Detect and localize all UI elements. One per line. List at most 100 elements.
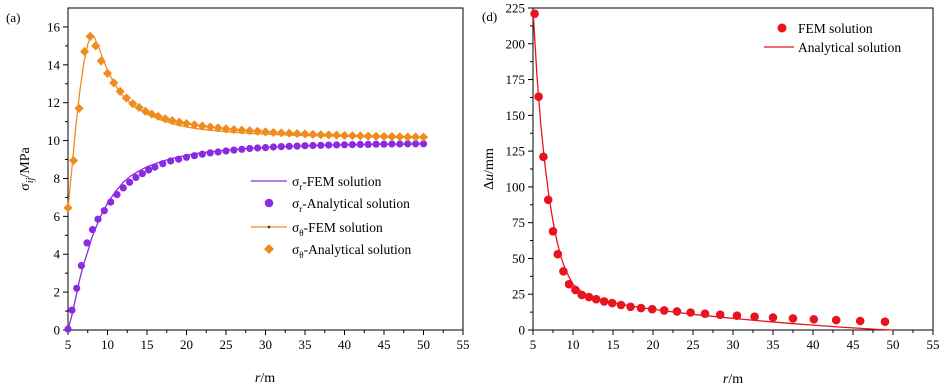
panel-a-series-1-point	[100, 207, 108, 215]
panel-d-series-0-point	[715, 310, 725, 320]
panel-d-series-0-point	[564, 279, 574, 289]
panel-a-series-1-point	[175, 155, 183, 163]
panel-a-series-3-point	[85, 31, 95, 42]
legend-fem: FEM solution	[798, 21, 873, 36]
legend-sigma-theta-analytical: σθ-Analytical solution	[292, 242, 411, 260]
panel-a-series-1-point	[214, 148, 222, 156]
panel-a-series-1-point	[404, 140, 412, 148]
panel-d-series-0-point	[543, 195, 553, 205]
panel-a-series-1-point	[64, 325, 72, 333]
panel-a-y-label: σij/MPa	[18, 146, 36, 190]
panel-a-series-3-point	[189, 120, 199, 130]
panel-a-series-1-point	[159, 160, 167, 168]
panel-d-series-0-point	[591, 294, 601, 304]
panel-a-series-3-point	[63, 203, 73, 213]
panel-a-series-1-point	[317, 141, 325, 149]
panel-a-series-1-point	[198, 150, 206, 158]
panel-a-x-label: r/m	[255, 371, 275, 386]
panel-a-series-1-point	[309, 141, 317, 150]
panel-d-y-tick-label: 25	[512, 287, 525, 302]
panel-a-series-3-point	[205, 122, 215, 132]
panel-a-x-tick-label: 5	[65, 337, 72, 352]
panel-d-series-0-point	[768, 313, 778, 322]
panel-a-series-1-point	[68, 306, 76, 314]
panel-a-series-3-point	[253, 126, 263, 136]
panel-d-series-0-point	[571, 285, 580, 295]
panel-a-series-3-point	[300, 129, 310, 139]
panel-a-series-3-point	[324, 130, 334, 140]
panel-a-series-3-point	[237, 125, 247, 135]
panel-a-series-3-point	[284, 128, 294, 138]
panel-a-series-1-point	[419, 140, 428, 148]
panel-a-x-tick-label: 10	[101, 337, 114, 352]
panel-a-label: (a)	[6, 10, 20, 25]
panel-a-series-1-point	[380, 140, 388, 148]
panel-d-x-tick-label: 15	[607, 337, 620, 352]
panel-a-series-1-point	[77, 262, 85, 270]
panel-d-x-label: r/m	[723, 372, 743, 387]
panel-a-series-1-point	[412, 140, 420, 148]
legend-sigma-r-analytical: σr-Analytical solution	[292, 196, 410, 214]
panel-a-series-1-point	[301, 142, 309, 150]
panel-a-plot-area	[63, 31, 429, 333]
panel-a-series-3-point	[102, 68, 113, 78]
panel-a-series-1-point	[138, 170, 146, 178]
panel-a-x-tick-label: 30	[259, 337, 272, 352]
panel-a-y-tick-label: 14	[47, 57, 61, 72]
panel-a-series-1-point	[285, 142, 293, 150]
panel-a-series-1-point	[325, 141, 333, 149]
panel-a-series-3-point	[134, 102, 144, 113]
panel-d-series-0-point	[686, 308, 695, 317]
panel-d-series-0-point	[584, 292, 594, 302]
panel-a-x-tick-label: 25	[220, 337, 233, 352]
panel-a-series-3-point	[332, 130, 342, 140]
panel-a-x-tick-label: 50	[417, 337, 430, 352]
panel-a-series-3-point	[260, 127, 271, 137]
panel-a-y-tick-label: 16	[47, 19, 61, 34]
panel-d-y-tick-label: 125	[506, 144, 526, 159]
panel-d-y-tick-label: 225	[506, 1, 526, 16]
panel-d-series-0-point	[672, 307, 682, 316]
panel-d-series-0-point	[788, 314, 798, 323]
panel-a-series-3-point	[68, 155, 79, 166]
panel-d-displacement: (d) 5 10 15 20 25 30 35 40 45 50 55 0 25 50 75 100 125 1…	[482, 1, 940, 388]
panel-a-series-1-point	[151, 163, 159, 171]
panel-d-y-tick-label: 100	[506, 179, 526, 194]
panel-a-series-1-point	[182, 153, 191, 161]
panel-d-y-tick-label: 150	[506, 108, 526, 123]
panel-a-series-3-point	[153, 111, 163, 121]
panel-a-y-tick-label: 0	[54, 323, 61, 338]
panel-a-x-tick-label: 45	[378, 337, 391, 352]
panel-a-y-tick-label: 4	[54, 247, 61, 262]
panel-d-plot-area	[530, 9, 894, 331]
panel-a-series-1-point	[396, 140, 404, 148]
panel-a-y-tick-label: 12	[47, 95, 60, 110]
panel-a-legend: σr-FEM solution σr-Analytical solution σ…	[251, 174, 411, 260]
panel-a-series-1-point	[113, 191, 121, 199]
panel-a-series-3-point	[121, 93, 132, 103]
panel-a-series-1-point	[356, 140, 364, 148]
panel-d-series-0-point	[553, 249, 563, 259]
panel-a-series-3-point	[245, 126, 255, 136]
panel-d-y-tick-label: 200	[506, 36, 526, 51]
panel-a-series-3-point	[411, 132, 421, 142]
panel-d-series-0-point	[616, 300, 626, 310]
panel-d-series-0-point	[647, 304, 657, 314]
panel-a-series-1-point	[364, 140, 372, 148]
panel-d-series-0-point	[577, 290, 587, 300]
panel-d-y-tick-label: 50	[512, 251, 525, 266]
panel-d-x-tick-label: 20	[647, 337, 660, 352]
panel-a-series-1-point	[269, 143, 277, 151]
panel-a-x-tick-label: 20	[180, 337, 193, 352]
panel-d-series-0-point	[750, 312, 759, 322]
panel-a-series-1-point	[293, 142, 301, 150]
panel-d-series-0-point	[539, 152, 548, 162]
panel-d-x-tick-label: 25	[687, 337, 700, 352]
panel-a-series-1-point	[348, 141, 356, 149]
panel-a-x-ticks: 5 10 15 20 25 30 35 40 45 50 55	[65, 330, 470, 352]
panel-a-x-tick-label: 55	[457, 337, 470, 352]
legend-swatch-fem	[777, 23, 787, 33]
panel-a-series-3-point	[308, 129, 318, 139]
panel-d-legend: FEM solution Analytical solution	[764, 21, 901, 55]
